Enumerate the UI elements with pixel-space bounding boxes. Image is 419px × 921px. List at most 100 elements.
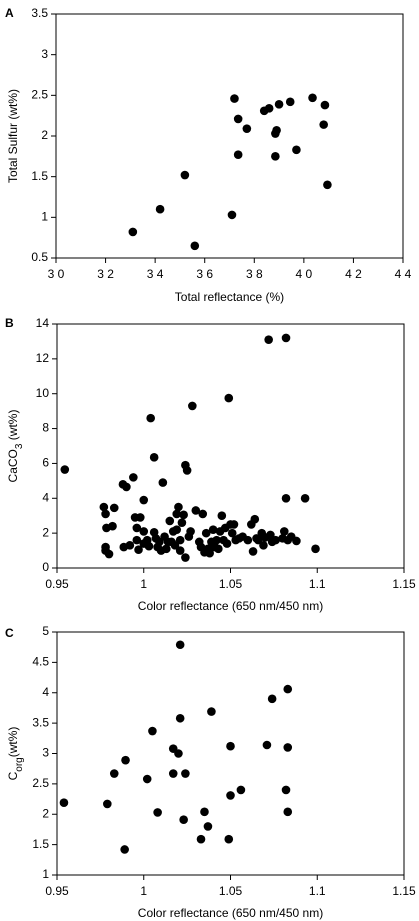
data-point <box>201 528 211 538</box>
panel-letter: B <box>5 316 14 330</box>
data-point <box>174 502 183 512</box>
y-axis-title: Total Sulfur (wt%) <box>6 89 20 183</box>
x-tick-label: 1.1 <box>309 577 326 591</box>
data-point <box>226 791 235 800</box>
data-point <box>186 527 195 536</box>
data-point <box>208 525 218 534</box>
data-point <box>188 401 197 411</box>
x-tick-label: 4 0 <box>296 267 313 281</box>
data-point <box>179 510 188 520</box>
x-axis-title: Color reflectance (650 nm/450 nm) <box>138 599 323 613</box>
data-point <box>227 210 237 220</box>
y-tick-label: 1 <box>41 210 48 224</box>
data-point <box>175 640 185 650</box>
y-tick-label: 1.5 <box>32 837 49 851</box>
y-tick-label: 8 <box>42 421 49 435</box>
panel-letter: C <box>5 626 14 640</box>
data-point <box>99 502 109 512</box>
x-tick-label: 1.15 <box>392 884 416 898</box>
y-tick-label: 5 <box>42 624 49 638</box>
data-point <box>101 509 110 519</box>
data-point <box>259 541 268 550</box>
plot-frame <box>55 13 404 259</box>
data-point <box>144 541 154 551</box>
y-tick-label: 1.5 <box>31 169 48 183</box>
data-point <box>109 503 119 513</box>
data-point <box>59 798 69 808</box>
data-point <box>153 808 162 817</box>
data-point <box>203 822 213 831</box>
data-point <box>229 520 239 529</box>
data-point <box>253 535 263 545</box>
data-point <box>148 726 157 736</box>
y-axis-title-subscript: org <box>14 757 25 771</box>
chart-panel-a: A 3 0 3 2 3 4 3 6 3 8 4 0 4 2 4 4 0.5 1 1.5 2 2.5 3 3.5… <box>5 6 412 304</box>
data-point <box>139 495 149 505</box>
data-point <box>135 513 145 522</box>
data-point <box>272 126 281 135</box>
data-point <box>175 713 185 723</box>
data-point <box>155 537 164 547</box>
data-point <box>168 769 178 778</box>
data-point <box>227 528 237 538</box>
y-tick-label: 3.5 <box>32 715 49 729</box>
data-point <box>262 740 272 750</box>
data-point <box>233 114 243 124</box>
data-point <box>311 544 320 554</box>
data-point <box>172 525 182 534</box>
y-tick-label: 2 <box>41 128 48 142</box>
x-tick-label: 4 2 <box>345 267 362 281</box>
x-tick-label: 3 4 <box>147 267 164 281</box>
data-point <box>248 547 258 556</box>
x-tick-label: 1.15 <box>392 577 416 591</box>
data-point <box>267 694 277 704</box>
data-point <box>129 473 138 482</box>
data-point <box>198 509 208 519</box>
data-point <box>139 527 149 536</box>
data-point <box>121 755 130 765</box>
data-point <box>292 536 301 546</box>
data-point <box>224 393 234 403</box>
data-point <box>132 523 142 533</box>
y-tick-label: 1 <box>42 867 49 881</box>
data-point <box>120 845 129 854</box>
data-point <box>177 518 187 527</box>
data-point <box>250 514 260 524</box>
data-point <box>214 544 223 554</box>
data-point <box>60 465 70 474</box>
data-point <box>236 785 246 795</box>
data-point <box>281 785 291 795</box>
y-axis-title-main: C <box>6 771 20 780</box>
data-point <box>226 741 235 751</box>
data-point <box>271 535 280 545</box>
y-tick-label: 12 <box>36 351 50 365</box>
data-point <box>205 548 214 558</box>
data-point <box>125 541 135 550</box>
x-tick-label: 0.95 <box>45 577 69 591</box>
y-tick-label: 2 <box>42 806 49 820</box>
data-point <box>233 150 243 160</box>
y-tick-label: 3.5 <box>31 6 48 20</box>
x-axis-title: Total reflectance (%) <box>175 290 284 304</box>
y-tick-label: 2.5 <box>31 88 48 102</box>
data-point <box>283 684 293 694</box>
data-point <box>308 93 317 103</box>
data-point <box>175 546 185 555</box>
data-point <box>212 535 221 545</box>
x-tick-label: 3 6 <box>196 267 213 281</box>
data-point <box>122 482 131 492</box>
data-point <box>155 204 165 214</box>
data-point <box>319 120 328 129</box>
data-point <box>149 453 159 462</box>
x-tick-label: 1.1 <box>309 884 326 898</box>
data-point <box>283 743 293 752</box>
data-point <box>162 544 171 554</box>
y-axis-title-units: (wt%) <box>6 727 20 758</box>
y-tick-label: 4.5 <box>32 655 49 669</box>
data-point <box>146 413 155 423</box>
x-tick-label: 1 <box>140 884 147 898</box>
data-point <box>182 466 192 475</box>
data-point <box>134 545 143 554</box>
data-point <box>190 241 200 251</box>
y-tick-label: 0.5 <box>31 250 48 264</box>
